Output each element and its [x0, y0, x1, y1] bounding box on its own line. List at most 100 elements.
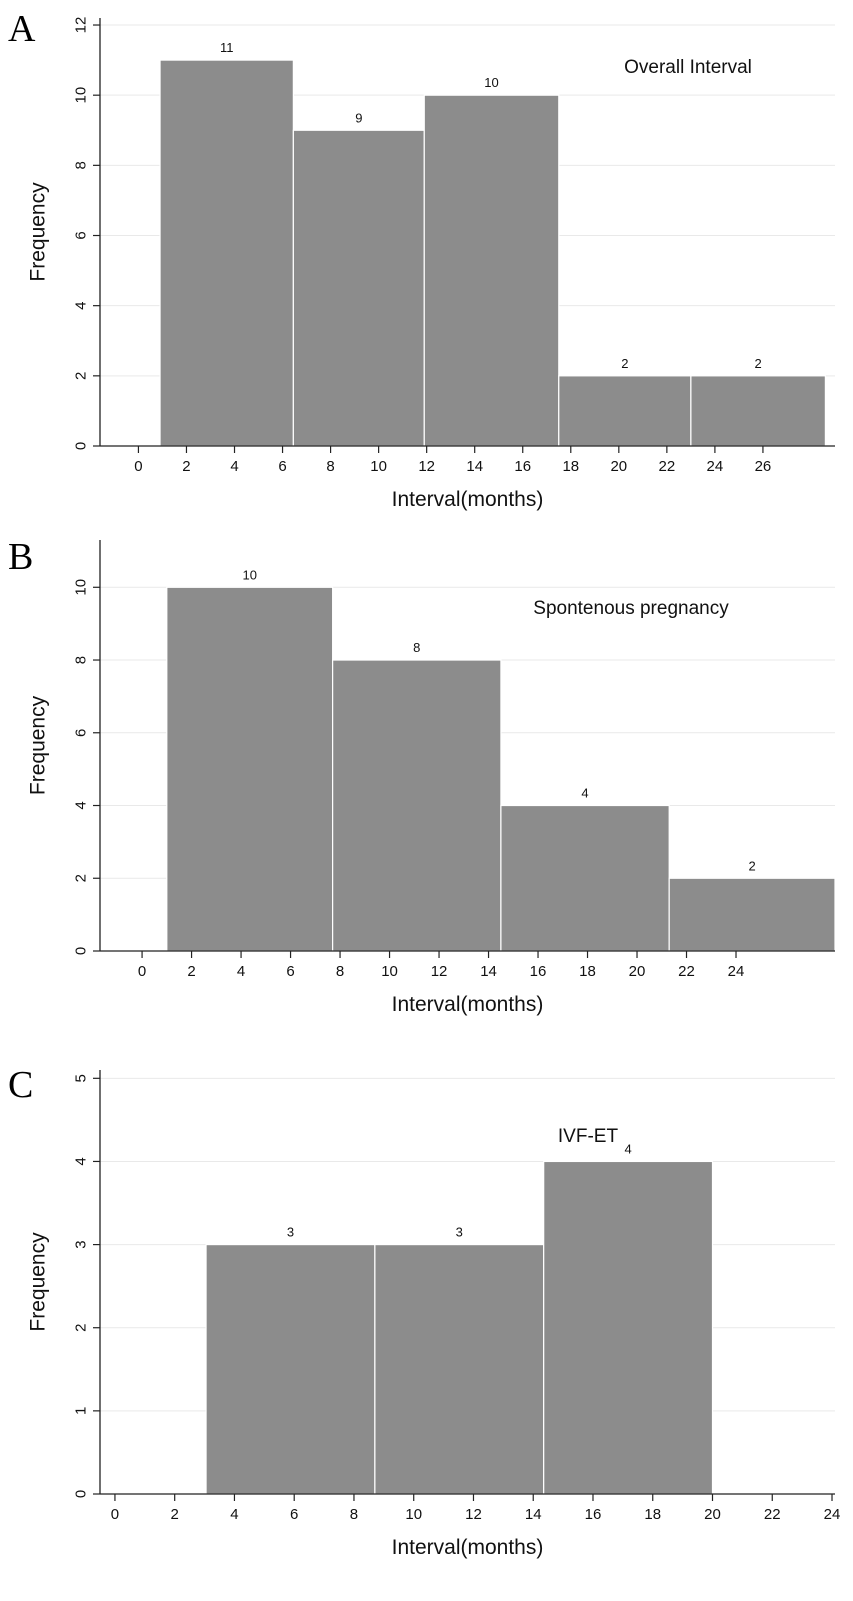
- x-tick-label: 8: [326, 458, 334, 475]
- bar-value-label: 8: [413, 640, 420, 655]
- bar-value-label: 9: [355, 110, 362, 125]
- x-tick-label: 4: [230, 458, 238, 475]
- panel-label: C: [8, 1064, 34, 1106]
- x-tick-label: 2: [171, 1506, 179, 1523]
- x-tick-label: 20: [704, 1506, 721, 1523]
- x-tick-label: 12: [418, 458, 435, 475]
- x-tick-label: 18: [579, 963, 596, 980]
- y-tick-label: 0: [73, 442, 90, 450]
- histogram-panel-c: C 3 3 4 0 1 2 3 4 5 0 2 4 6 8 10 12 14 16 18 20 22 24 Interval…: [0, 1056, 853, 1601]
- x-tick-label: 22: [659, 458, 676, 475]
- y-tick-label: 2: [73, 372, 90, 380]
- x-tick-label: 26: [755, 458, 772, 475]
- x-tick-label: 22: [678, 963, 695, 980]
- x-tick-label: 16: [514, 458, 531, 475]
- histogram-panel-a: A 11 9 10 2 2 0 2 4 6 8 10 12 0 2 4 6 8 10 12 14 16 18 20 22 24 2…: [0, 0, 853, 522]
- bar-value-label: 2: [748, 858, 755, 873]
- x-tick-label: 14: [480, 963, 497, 980]
- x-tick-label: 24: [707, 458, 724, 475]
- y-tick-label: 4: [73, 1157, 90, 1165]
- bar-value-label: 3: [456, 1225, 463, 1240]
- bar-value-label: 11: [220, 40, 234, 55]
- bar-value-label: 4: [581, 786, 588, 801]
- x-tick-label: 10: [370, 458, 387, 475]
- histogram-bar: [543, 1160, 714, 1495]
- chart-title: Spontenous pregnancy: [533, 598, 729, 619]
- panel-label: A: [8, 8, 36, 50]
- x-tick-label: 18: [644, 1506, 661, 1523]
- x-tick-label: 0: [138, 963, 146, 980]
- histogram-bar: [332, 659, 502, 952]
- histogram-bar: [159, 59, 294, 447]
- y-tick-label: 0: [73, 1490, 90, 1498]
- bar-value-label: 2: [755, 356, 762, 371]
- x-tick-label: 0: [111, 1506, 119, 1523]
- y-tick-label: 4: [73, 801, 90, 809]
- y-tick-label: 10: [73, 579, 90, 596]
- x-tick-label: 12: [431, 963, 448, 980]
- y-tick-label: 6: [73, 729, 90, 737]
- chart-title: IVF-ET: [558, 1126, 619, 1147]
- bar-value-label: 4: [624, 1141, 631, 1156]
- x-tick-label: 10: [381, 963, 398, 980]
- y-axis-title: Frequency: [27, 1232, 50, 1332]
- bar-value-label: 10: [242, 567, 256, 582]
- histogram-bar: [500, 804, 670, 952]
- x-axis-title: Interval(months): [392, 993, 544, 1016]
- y-tick-label: 4: [73, 302, 90, 310]
- x-tick-label: 16: [585, 1506, 602, 1523]
- y-tick-label: 5: [73, 1074, 90, 1082]
- y-tick-label: 12: [73, 17, 90, 34]
- x-tick-label: 20: [610, 458, 627, 475]
- histogram-bar: [205, 1243, 376, 1495]
- x-tick-label: 4: [237, 963, 245, 980]
- bar-value-label: 10: [484, 75, 498, 90]
- x-tick-label: 6: [286, 963, 294, 980]
- x-tick-label: 24: [728, 963, 745, 980]
- x-tick-label: 2: [182, 458, 190, 475]
- x-tick-label: 6: [278, 458, 286, 475]
- x-tick-label: 10: [405, 1506, 422, 1523]
- histogram-bar: [690, 375, 826, 447]
- y-tick-label: 0: [73, 947, 90, 955]
- y-tick-label: 1: [73, 1407, 90, 1415]
- x-tick-label: 20: [629, 963, 646, 980]
- chart-title: Overall Interval: [624, 57, 752, 78]
- x-tick-label: 8: [336, 963, 344, 980]
- y-tick-label: 8: [73, 656, 90, 664]
- y-tick-label: 3: [73, 1240, 90, 1248]
- x-tick-label: 16: [530, 963, 547, 980]
- y-tick-label: 8: [73, 161, 90, 169]
- x-axis-title: Interval(months): [392, 1536, 544, 1559]
- x-axis-title: Interval(months): [392, 488, 544, 511]
- histogram-bar: [558, 375, 692, 447]
- x-tick-label: 18: [562, 458, 579, 475]
- bar-value-label: 3: [287, 1225, 294, 1240]
- y-tick-label: 2: [73, 1324, 90, 1332]
- x-tick-label: 14: [525, 1506, 542, 1523]
- y-axis-title: Frequency: [27, 182, 50, 282]
- histogram-bar: [668, 877, 836, 952]
- panel-label: B: [8, 536, 34, 578]
- histogram-bar: [166, 586, 334, 952]
- y-tick-label: 6: [73, 231, 90, 239]
- histogram-bar: [374, 1243, 545, 1495]
- bar-value-label: 2: [621, 356, 628, 371]
- y-axis-title: Frequency: [27, 695, 50, 795]
- x-tick-label: 12: [465, 1506, 482, 1523]
- histogram-panel-b: B 10 8 4 2 0 2 4 6 8 10 0 2 4 6 8 10 12 14 16 18 20 22 24 Inter…: [0, 528, 853, 1050]
- x-tick-label: 2: [187, 963, 195, 980]
- x-tick-label: 4: [230, 1506, 238, 1523]
- y-tick-label: 10: [73, 87, 90, 104]
- x-tick-label: 14: [466, 458, 483, 475]
- histogram-bar: [292, 129, 425, 447]
- x-tick-label: 24: [824, 1506, 841, 1523]
- x-tick-label: 0: [134, 458, 142, 475]
- x-tick-label: 8: [350, 1506, 358, 1523]
- y-tick-label: 2: [73, 874, 90, 882]
- x-tick-label: 22: [764, 1506, 781, 1523]
- histogram-bar: [423, 94, 560, 447]
